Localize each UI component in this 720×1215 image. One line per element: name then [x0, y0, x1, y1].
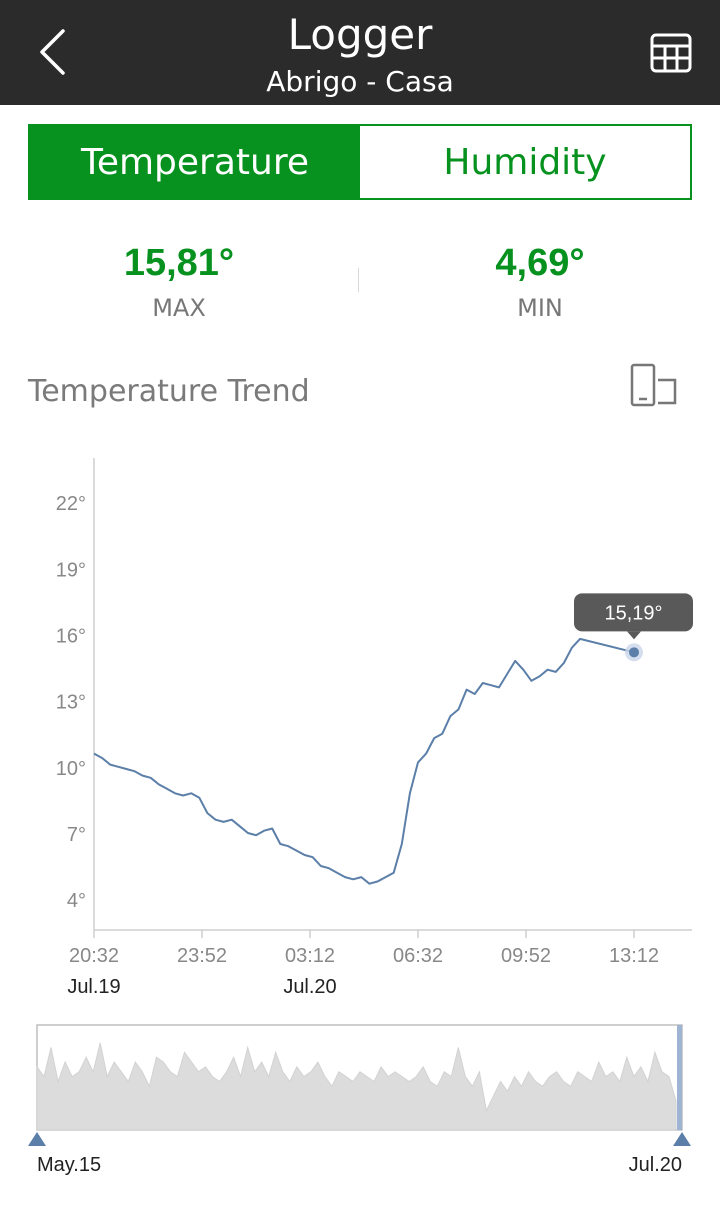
- min-stat: 4,69° MIN: [390, 238, 690, 326]
- table-view-button[interactable]: [644, 26, 698, 80]
- chevron-left-icon: [40, 29, 65, 75]
- stat-divider: [358, 268, 359, 292]
- y-tick-label: 22°: [56, 493, 86, 515]
- trend-title: Temperature Trend: [28, 374, 310, 409]
- temperature-trend-chart[interactable]: 22° 19° 16° 13° 10° 7° 4° 20:32 23:52 03:12 06:32 0…: [0, 440, 720, 1020]
- x-tick-label: 06:32: [393, 945, 443, 967]
- max-label: MAX: [152, 294, 206, 322]
- page-title: Logger: [287, 10, 433, 59]
- x-tick-label: 20:32: [69, 945, 119, 967]
- app-header: Logger Abrigo - Casa: [0, 0, 720, 105]
- tooltip-label: 15,19°: [604, 602, 662, 624]
- range-start-handle: [28, 1132, 46, 1146]
- max-stat: 15,81° MAX: [29, 238, 329, 326]
- x-tick-label: 09:52: [501, 945, 551, 967]
- x-tick-label: 03:12: [285, 945, 335, 967]
- y-tick-label: 19°: [56, 559, 86, 581]
- grid-table-icon: [650, 33, 692, 73]
- min-value: 4,69°: [495, 242, 585, 284]
- tooltip-bubble: [574, 593, 693, 632]
- range-end-label: Jul.20: [629, 1154, 682, 1176]
- x-tick-label: 13:12: [609, 945, 659, 967]
- y-tick-label: 10°: [56, 758, 86, 780]
- min-label: MIN: [517, 294, 563, 322]
- rotate-screen-icon: [630, 363, 677, 407]
- range-window: [677, 1025, 682, 1130]
- range-overview-area: [36, 1042, 677, 1131]
- metric-tabs: Temperature Humidity: [28, 124, 692, 200]
- y-tick-label: 13°: [56, 692, 86, 714]
- tab-temperature[interactable]: Temperature: [30, 126, 360, 198]
- y-tick-label: 4°: [67, 890, 86, 912]
- tooltip-point: [629, 647, 639, 658]
- max-value: 15,81°: [123, 242, 235, 284]
- y-tick-label: 7°: [67, 824, 86, 846]
- tooltip-pointer: [627, 631, 641, 640]
- x-date-label: Jul.20: [283, 976, 336, 998]
- range-end-handle: [673, 1132, 691, 1146]
- tab-humidity[interactable]: Humidity: [360, 126, 690, 198]
- rotate-screen-button[interactable]: [624, 360, 684, 410]
- range-selector[interactable]: May.15 Jul.20: [0, 1020, 720, 1210]
- back-button[interactable]: [22, 22, 82, 82]
- temperature-series-line: [93, 637, 635, 885]
- x-date-label: Jul.19: [67, 976, 120, 998]
- page-subtitle: Abrigo - Casa: [266, 65, 454, 98]
- y-tick-label: 16°: [56, 625, 86, 647]
- range-start-label: May.15: [37, 1154, 101, 1176]
- x-tick-label: 23:52: [177, 945, 227, 967]
